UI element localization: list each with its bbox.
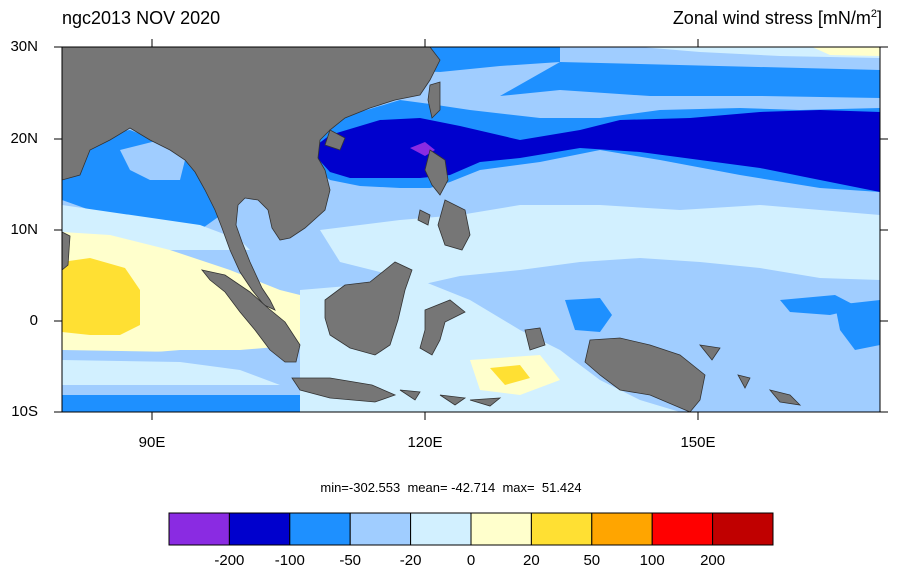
max-patch — [62, 258, 140, 335]
variable-title: Zonal wind stress [mN/m2] — [673, 8, 882, 29]
pacific-islands — [699, 344, 802, 406]
colorbar-label: 50 — [583, 552, 601, 569]
philippines — [417, 149, 471, 251]
min-patch — [410, 142, 435, 156]
lat-label-10n: 10N — [10, 221, 38, 238]
sulawesi — [419, 299, 466, 356]
unit-superscript: 2 — [870, 8, 877, 20]
band-north-medium — [400, 47, 560, 72]
colorbar-label: -20 — [399, 552, 422, 569]
land-masses — [62, 47, 802, 412]
bay-bengal-patch — [62, 130, 235, 230]
colorbar-box — [651, 512, 714, 546]
colorbar-box — [591, 512, 653, 546]
java — [291, 377, 397, 403]
new-guinea — [524, 327, 706, 412]
band-north-yellow — [812, 47, 880, 56]
colorbar-label: -200 — [214, 552, 245, 569]
lon-label-150e: 150E — [680, 434, 716, 451]
taiwan — [427, 81, 441, 119]
colorbar-box — [349, 512, 412, 546]
lon-label-120e: 120E — [407, 434, 443, 451]
south-medium-band — [62, 395, 360, 412]
colorbar-box — [712, 512, 774, 546]
colorbar-label: -100 — [274, 552, 305, 569]
hainan — [324, 129, 346, 151]
variable-title-text: Zonal wind stress [mN/m — [672, 8, 871, 28]
pacific-blue-patch — [565, 298, 612, 332]
colorbar-label: 0 — [466, 552, 476, 569]
lat-label-20n: 20N — [10, 130, 38, 147]
east-blue-patch — [835, 300, 880, 350]
colorbar-box — [289, 512, 351, 546]
south-pale-band — [62, 360, 280, 385]
band-mid-medium — [500, 62, 880, 98]
colorbar-label: -50 — [339, 552, 362, 569]
borneo — [324, 261, 413, 356]
colorbar — [168, 512, 774, 546]
colorbar-box — [228, 512, 291, 546]
sri-lanka — [62, 231, 71, 271]
colorbar-box — [470, 512, 532, 546]
lon-label-90e: 90E — [138, 434, 166, 451]
colorbar-box — [530, 512, 593, 546]
east-blue-strip — [780, 295, 860, 315]
bay-bengal-inner — [120, 140, 185, 180]
colorbar-label: 100 — [639, 552, 665, 569]
statistics-line: min=-302.553 mean= -42.714 max= 51.424 — [320, 480, 582, 495]
band-very-strong — [310, 110, 880, 192]
map-plot-area — [62, 47, 880, 412]
variable-title-suffix: ] — [876, 8, 882, 28]
colorbar-box — [168, 512, 230, 546]
asian-mainland — [62, 47, 441, 311]
banda-gold — [490, 365, 530, 385]
colorbar-box — [410, 512, 472, 546]
colorbar-label: 200 — [700, 552, 726, 569]
axis-ticks — [54, 39, 888, 420]
lesser-sunda-islands — [399, 389, 502, 407]
colorbar-label: 20 — [523, 552, 540, 569]
lat-label-10s: 10S — [11, 403, 38, 420]
map-title: ngc2013 NOV 2020 — [62, 8, 221, 28]
lat-label-0: 0 — [29, 312, 38, 329]
sumatra — [200, 269, 301, 363]
lat-label-30n: 30N — [10, 38, 38, 55]
